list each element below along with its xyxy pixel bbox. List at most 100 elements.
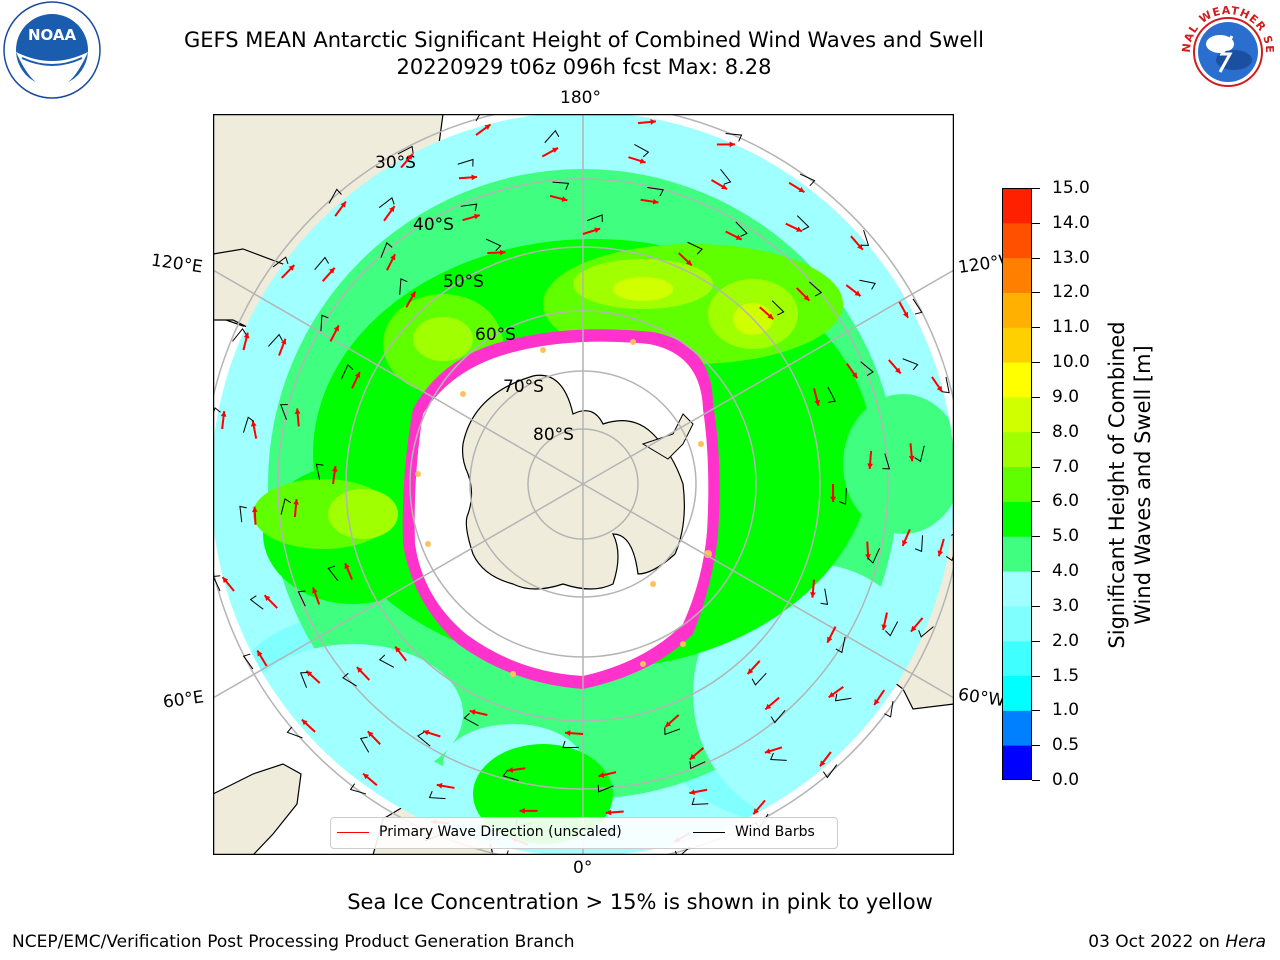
wave-arrow-head <box>765 703 772 710</box>
wave-arrow-head <box>561 196 568 202</box>
wind-barbs <box>213 114 954 855</box>
colorbar-tick-label: 3.0 <box>1052 595 1080 616</box>
wave-arrow-head <box>747 668 754 675</box>
wave-arrow-head <box>251 506 258 513</box>
wind-barb <box>399 278 408 295</box>
colorbar-tick-mark <box>1032 362 1040 364</box>
wind-barb <box>586 214 603 223</box>
wind-barb <box>463 712 479 727</box>
wave-arrow-head <box>729 141 735 148</box>
wind-barb <box>720 169 732 185</box>
wave-arrow-head <box>484 124 491 130</box>
wave-arrow-head <box>908 455 915 462</box>
colorbar-tick-label: 11.0 <box>1052 317 1090 338</box>
wind-barb <box>378 197 395 208</box>
wind-barb <box>725 133 743 142</box>
wave-arrow-head <box>288 265 295 271</box>
footer-host: Hera <box>1225 932 1266 952</box>
colorbar <box>1002 188 1032 780</box>
colorbar-tick-mark <box>1032 710 1040 712</box>
wind-barb <box>416 731 431 747</box>
wind-barb <box>232 328 247 342</box>
wind-barb <box>349 783 367 795</box>
wave-arrow-head <box>735 234 742 240</box>
wave-arrow-head <box>814 399 820 406</box>
lat-label: 80°S <box>533 425 574 445</box>
colorbar-tick-label: 8.0 <box>1052 421 1080 442</box>
wave-arrow-head <box>220 411 227 417</box>
wave-arrow-head <box>796 226 803 232</box>
colorbar-cell <box>1002 431 1032 468</box>
wave-arrow-head <box>827 636 833 643</box>
colorbar-tick-mark <box>1032 501 1040 503</box>
colorbar-label-line2: Wind Waves and Swell [m] <box>1131 345 1155 625</box>
colorbar-tick-mark <box>1032 292 1040 294</box>
wave-arrow-head <box>264 595 271 602</box>
wind-barb <box>861 229 870 246</box>
wave-arrow-head <box>803 294 810 301</box>
colorbar-tick-label: 0.5 <box>1052 735 1080 756</box>
wave-arrow-head <box>639 158 646 164</box>
wave-arrow-head <box>344 563 350 570</box>
colorbar-tick-label: 2.0 <box>1052 630 1080 651</box>
nws-logo: NATIONAL WEATHER SERVICE <box>1176 0 1278 102</box>
wave-arrow-head <box>312 587 318 594</box>
colorbar-tick-label: 10.0 <box>1052 352 1090 373</box>
legend-item-wind-barbs: Wind Barbs <box>693 824 815 840</box>
colorbar-tick-mark <box>1032 222 1040 224</box>
wind-barb <box>687 241 703 255</box>
wind-barb <box>674 846 691 855</box>
wave-arrow-head <box>830 496 836 502</box>
wind-barb <box>342 672 357 687</box>
colorbar-cell <box>1002 257 1032 293</box>
colorbar-tick-label: 14.0 <box>1052 212 1090 233</box>
wave-arrow-head <box>874 699 880 705</box>
wave-arrow-head <box>243 332 250 339</box>
legend-label: Wind Barbs <box>735 824 815 840</box>
wave-arrow-head <box>881 624 888 631</box>
wave-arrow-head <box>552 147 559 153</box>
wind-barb <box>267 333 283 347</box>
wind-barb <box>664 727 681 736</box>
wave-arrow-head <box>301 719 308 726</box>
colorbar-tick-label: 12.0 <box>1052 282 1090 303</box>
lat-label: 70°S <box>503 377 544 397</box>
wave-arrow-head <box>395 646 401 653</box>
wave-arrow-head <box>222 577 229 584</box>
colorbar-tick-label: 6.0 <box>1052 491 1080 512</box>
lon-label-60e: 60°E <box>161 687 206 713</box>
wave-arrow-head <box>519 808 525 814</box>
wind-barb <box>914 445 925 463</box>
wind-barb <box>820 588 829 605</box>
wave-arrow-head <box>499 249 506 256</box>
wind-barb <box>942 376 950 394</box>
antarctica-land <box>461 374 685 590</box>
wave-arrow-head <box>652 198 659 205</box>
colorbar-tick-mark <box>1032 466 1040 468</box>
map-legend: Primary Wave Direction (unscaled) Wind B… <box>330 817 838 849</box>
lon-label-180: 180° <box>560 88 601 108</box>
wave-arrow-head <box>798 186 805 193</box>
wave-arrow-head <box>867 463 873 469</box>
wind-barb <box>239 505 247 523</box>
wave-arrow-head <box>507 767 514 773</box>
wind-barb <box>834 693 852 702</box>
lon-label-0: 0° <box>573 858 593 878</box>
wind-barb <box>634 144 650 158</box>
wave-arrow-head <box>294 408 301 414</box>
wave-arrow-head <box>605 809 612 816</box>
wind-barb <box>328 188 342 204</box>
wind-barb <box>902 358 919 371</box>
lon-label-60w: 60°W <box>956 684 1007 712</box>
map-panel: 30°S 40°S 50°S 60°S 70°S 80°S <box>213 114 954 855</box>
wave-arrow-head <box>565 730 571 736</box>
wind-barb <box>506 850 509 855</box>
colorbar-cell <box>1002 501 1032 537</box>
wave-arrow-head <box>333 325 339 332</box>
wind-barb <box>315 463 324 480</box>
wind-barb <box>770 752 787 761</box>
wave-arrow-head <box>895 367 901 374</box>
footer-credit: NCEP/EMC/Verification Post Processing Pr… <box>12 932 575 952</box>
colorbar-label-line1: Significant Height of Combined <box>1105 321 1129 649</box>
wave-arrow-head <box>423 729 430 736</box>
